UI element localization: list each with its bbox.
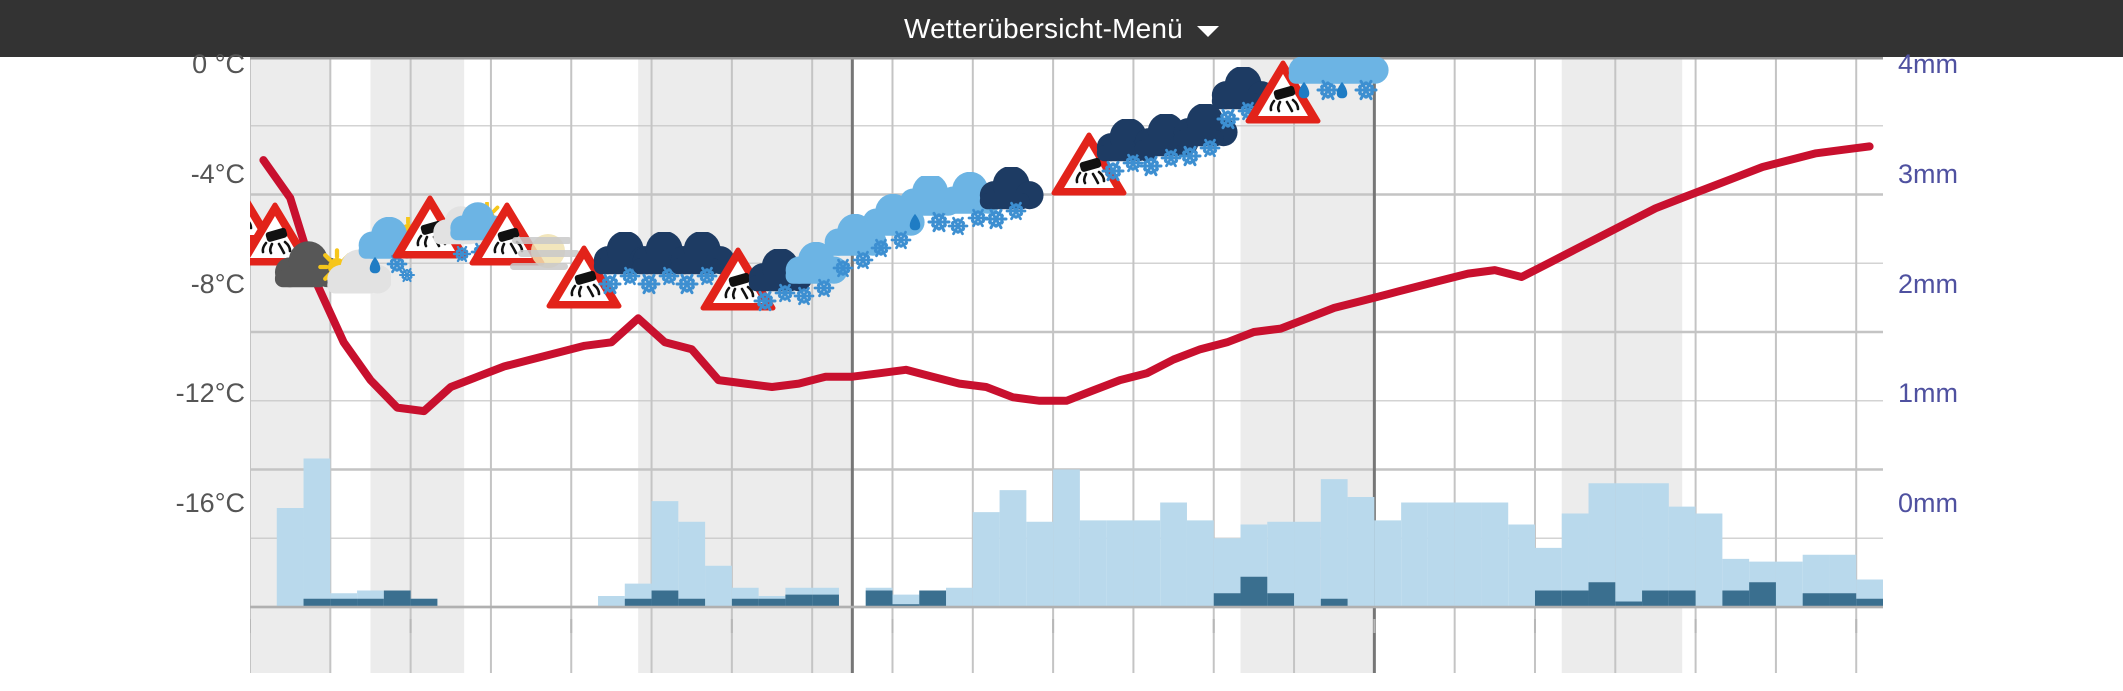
- y-axis-left-tick-3: -12°C: [175, 378, 245, 408]
- precip-bar: [946, 587, 973, 607]
- y-axis-right-tick-0: 4mm: [1898, 49, 1958, 79]
- precip-bar: [303, 458, 331, 607]
- fog-moon-icon: [506, 217, 584, 289]
- snow-bar: [919, 590, 947, 607]
- y-axis-left-tick-4: -16°C: [175, 488, 245, 518]
- precip-bar: [276, 508, 304, 607]
- snow-bar: [330, 598, 358, 607]
- snow-bar: [865, 590, 893, 607]
- snow-bar: [1320, 598, 1348, 607]
- snow-bar: [678, 598, 706, 607]
- precip-bar: [1133, 520, 1161, 607]
- snow-bar: [731, 598, 759, 607]
- precip-bar: [1186, 520, 1214, 607]
- precip-bar: [1454, 502, 1482, 607]
- snow-bar: [785, 594, 813, 607]
- cloud-snow-rain-light-icon: [1319, 57, 1397, 116]
- precip-bar: [1053, 469, 1080, 607]
- snow-bar: [1668, 590, 1696, 607]
- chart-container: 0 °C -4°C -8°C -12°C -16°C 4mm 3mm 2mm 1…: [0, 49, 2123, 691]
- precip-bar: [1106, 520, 1134, 607]
- cloud-sun-icon: [313, 241, 391, 313]
- snow-bar: [303, 598, 331, 607]
- precip-bar: [651, 501, 679, 607]
- temperature-line: [259, 142, 1874, 416]
- snow-bar: [651, 590, 679, 607]
- snow-bar: [1534, 590, 1562, 607]
- top-bar: Wetterübersicht-Menü: [0, 0, 2123, 57]
- snow-bar: [1588, 582, 1616, 607]
- y-axis-left-tick-2: -8°C: [190, 269, 245, 299]
- snow-bar: [758, 598, 786, 607]
- y-axis-left-tick-0: 0 °C: [192, 49, 245, 79]
- precip-bar: [1668, 506, 1696, 607]
- snow-bar: [410, 598, 438, 607]
- precip-bar: [999, 490, 1027, 607]
- snow-bar: [1802, 593, 1830, 607]
- warning-slippery-road-icon: [1050, 129, 1128, 201]
- precip-bar: [1481, 502, 1509, 607]
- plot-svg: [250, 57, 1883, 673]
- precip-bar: [972, 512, 1000, 607]
- y-axis-right-tick-4: 0mm: [1898, 488, 1958, 518]
- snow-bar: [1213, 593, 1241, 607]
- cloud-snow-heavy-icon: [1163, 104, 1241, 176]
- precip-bar: [1642, 483, 1669, 607]
- precip-bar: [1347, 497, 1375, 607]
- snow-bar: [1749, 582, 1776, 607]
- cloud-snow-heavy-icon: [969, 167, 1047, 239]
- chevron-down-icon: [1196, 25, 1219, 37]
- snow-bar: [1642, 590, 1669, 607]
- precip-bar: [1374, 520, 1402, 607]
- snow-bar: [1722, 590, 1750, 607]
- y-axis-right-tick-3: 1mm: [1898, 378, 1958, 408]
- y-axis-right-tick-1: 3mm: [1898, 159, 1958, 189]
- snow-bar: [1615, 601, 1643, 607]
- snow-bar: [1829, 593, 1857, 607]
- snow-bar: [383, 590, 411, 607]
- precip-bar: [1695, 513, 1723, 607]
- precip-bar: [678, 521, 706, 607]
- precip-bar: [892, 594, 920, 607]
- snow-bar: [1856, 598, 1883, 607]
- snow-bar: [812, 594, 839, 607]
- precip-bar: [705, 565, 732, 607]
- precip-bar: [1079, 520, 1107, 607]
- precip-bar: [1294, 521, 1321, 607]
- precip-bar: [1026, 521, 1054, 607]
- precip-bar: [598, 596, 625, 607]
- snow-bar: [357, 598, 384, 607]
- warning-slippery-road-icon: [545, 242, 623, 314]
- plot-area[interactable]: [250, 57, 1883, 673]
- precip-bar: [1160, 502, 1187, 607]
- y-axis-right-tick-2: 2mm: [1898, 269, 1958, 299]
- snow-bar: [624, 598, 652, 607]
- precip-bar: [1508, 524, 1535, 607]
- precip-bar: [1427, 502, 1455, 607]
- night-band-1: [370, 57, 465, 673]
- precip-bar: [1267, 521, 1295, 607]
- snow-bar: [892, 604, 920, 607]
- snow-bar: [1240, 576, 1268, 607]
- precip-bar: [1615, 483, 1643, 607]
- weather-overview-menu-button[interactable]: Wetterübersicht-Menü: [904, 13, 1219, 45]
- precip-bar: [1775, 561, 1803, 607]
- precip-bar: [1320, 479, 1348, 607]
- warning-slippery-road-icon: [468, 199, 546, 271]
- cloud-snow-light-icon: [776, 242, 854, 314]
- precip-bar: [1401, 502, 1428, 607]
- y-axis-left-tick-1: -4°C: [190, 159, 245, 189]
- snow-bar: [1561, 590, 1589, 607]
- snow-bar: [1267, 593, 1295, 607]
- page-title: Wetterübersicht-Menü: [904, 12, 1183, 44]
